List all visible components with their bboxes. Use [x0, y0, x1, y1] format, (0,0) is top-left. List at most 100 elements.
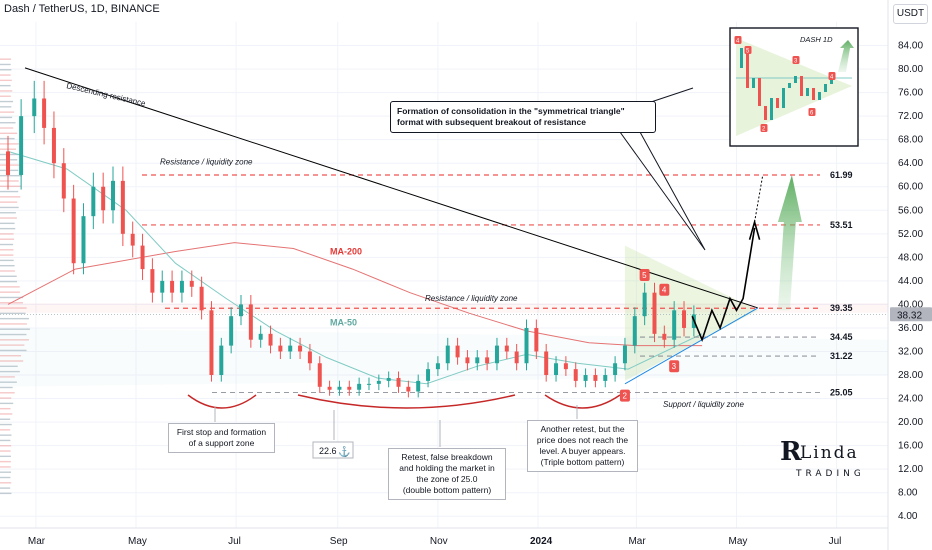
candle [101, 186, 106, 211]
y-tick-label: 4.00 [898, 511, 918, 522]
candle [544, 351, 549, 376]
candle [61, 163, 66, 199]
x-tick-label: Mar [28, 536, 46, 547]
low-price-label: 22.6 [319, 446, 337, 456]
inset-candle [776, 98, 779, 108]
candle [71, 198, 76, 264]
volume-bar [0, 492, 12, 495]
volume-bar [0, 212, 16, 214]
y-tick-label: 24.00 [898, 394, 923, 405]
triangle-support-line [624, 307, 759, 385]
volume-bar [0, 386, 13, 389]
volume-bar [0, 254, 14, 256]
y-tick-label: 72.00 [898, 111, 923, 122]
volume-bar [0, 217, 17, 219]
level-label: 25.05 [830, 387, 853, 397]
inset-marker-label: 5 [746, 49, 750, 55]
wave-marker-label: 3 [672, 362, 677, 371]
y-tick-label: 16.00 [898, 441, 923, 452]
price-axis-bg [888, 0, 932, 550]
inset-marker [744, 46, 752, 54]
last-price-badge [890, 307, 932, 322]
x-tick-label: Jul [829, 536, 842, 547]
volume-bar [0, 476, 11, 479]
volume-bar [0, 339, 29, 341]
inset-marker-label: 6 [810, 111, 814, 117]
inset-marker-label: 4 [736, 39, 740, 45]
y-tick-label: 56.00 [898, 205, 923, 216]
volume-bar [0, 122, 16, 124]
volume-bar [0, 79, 12, 82]
candle [179, 280, 184, 293]
volume-bar [0, 376, 15, 378]
support-zone-label: Support / liquidity zone [663, 400, 744, 409]
wave-marker [669, 360, 680, 373]
descending-resistance-line [24, 67, 759, 309]
volume-bar [0, 249, 14, 251]
y-tick-label: 52.00 [898, 229, 923, 240]
volume-bar [0, 365, 18, 368]
y-tick-label: 12.00 [898, 464, 923, 475]
volume-bar [0, 63, 11, 66]
inset-marker-label: 4 [830, 75, 834, 81]
candle [298, 345, 303, 352]
y-tick-label: 28.00 [898, 370, 923, 381]
candle [219, 345, 224, 376]
candle [396, 377, 401, 387]
wave-marker-label: 5 [642, 271, 647, 280]
volume-bar [0, 270, 15, 272]
level-label: 61.99 [830, 170, 853, 180]
candle [465, 357, 470, 364]
candle [238, 304, 243, 317]
candle [445, 345, 450, 364]
callout-another-retest: Another retest, but the price does not r… [527, 420, 638, 472]
candle [376, 380, 381, 384]
candle [337, 386, 342, 390]
volume-bar [0, 238, 15, 240]
brand-logo: R Linda TRADING [780, 437, 861, 486]
level-label: 53.51 [830, 220, 853, 230]
volume-bar [0, 291, 20, 293]
inset-candle [812, 88, 815, 100]
volume-bar [0, 317, 30, 320]
candle [504, 345, 509, 352]
inset-candle [806, 88, 809, 96]
y-tick-label: 40.00 [898, 299, 923, 310]
x-tick-label: May [729, 536, 748, 547]
candle [554, 363, 559, 376]
last-price-label: 38.32 [897, 310, 922, 321]
green-target-arrow [777, 174, 802, 311]
volume-bar [0, 360, 24, 362]
projection-path [691, 227, 756, 342]
candle [189, 280, 194, 287]
volume-bar [0, 286, 20, 288]
candle [32, 98, 37, 117]
volume-bar [0, 264, 15, 267]
linda-trading-logo-icon: R Linda TRADING [780, 437, 861, 479]
currency-selector[interactable]: USDT [893, 4, 928, 24]
volume-bar [0, 132, 18, 135]
inset-candle [824, 84, 827, 92]
volume-bar [0, 196, 21, 198]
candle [42, 98, 47, 128]
inset-candle [782, 88, 785, 108]
inset-candle [830, 78, 833, 84]
volume-bar [0, 349, 27, 352]
level-label: 39.35 [830, 303, 853, 313]
candle [6, 151, 10, 175]
inset-marker [734, 36, 742, 44]
volume-bar [0, 312, 26, 315]
inset-marker-label: 2 [762, 127, 766, 133]
volume-bar [0, 153, 21, 156]
candle [416, 380, 421, 392]
y-tick-label: 36.00 [898, 323, 923, 334]
volume-bar [0, 333, 27, 336]
candle [120, 180, 125, 234]
volume-bar [0, 90, 13, 92]
inset-marker [808, 108, 816, 116]
volume-bar [0, 392, 15, 394]
y-tick-label: 8.00 [898, 488, 918, 499]
wave-marker [639, 269, 650, 281]
volume-bar [0, 58, 12, 60]
